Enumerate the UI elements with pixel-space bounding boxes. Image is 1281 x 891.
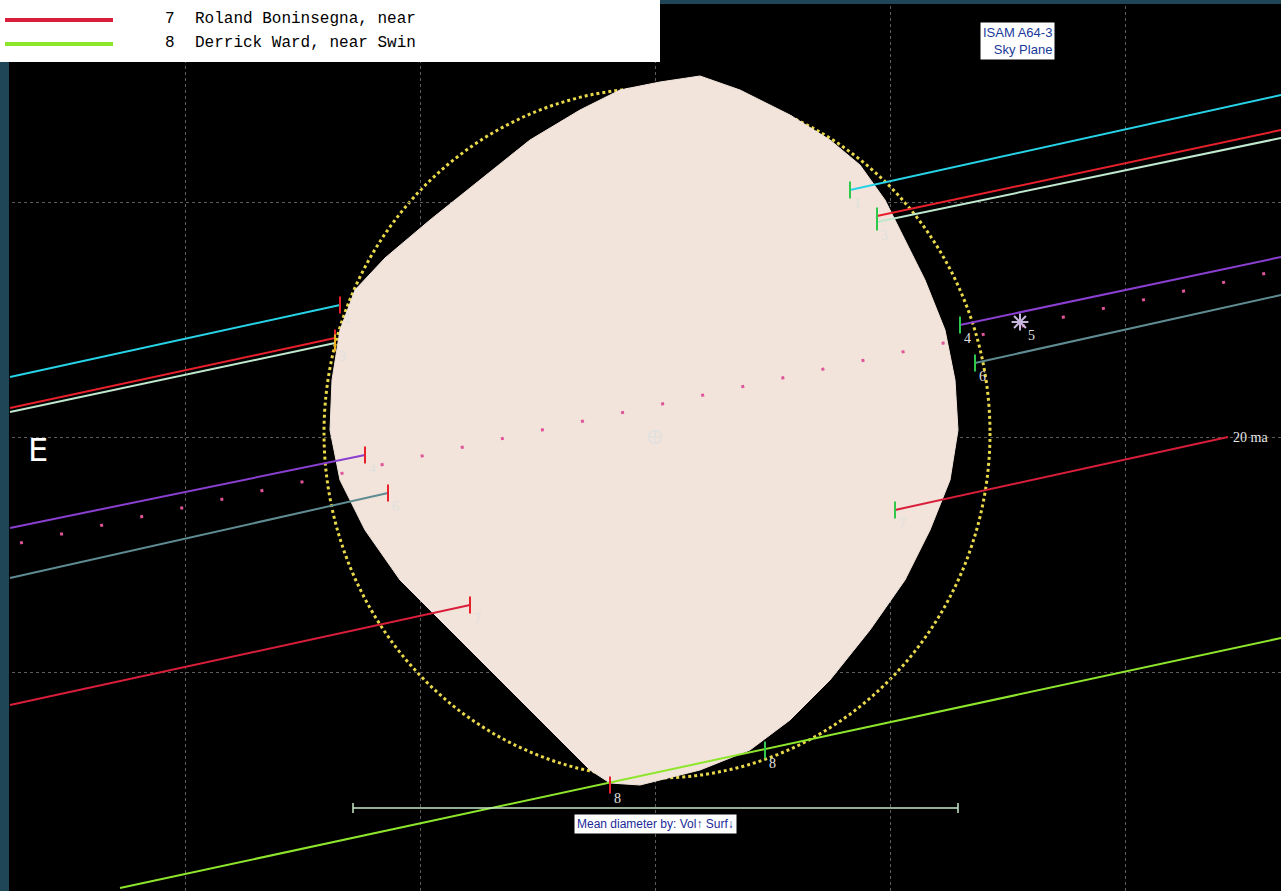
html-text:Roland Boninsegna, near: Roland Boninsegna, near <box>195 10 416 28</box>
svg-text:ISAM A64-3Sky Plane: ISAM A64-3Sky Plane <box>983 25 1052 57</box>
svg-text:1: 1 <box>854 196 861 211</box>
html-text:Derrick Ward, near Swin: Derrick Ward, near Swin <box>195 34 416 52</box>
svg-text:Mean diameter by: Vol↑ Surf↓: Mean diameter by: Vol↑ Surf↓ <box>577 817 734 831</box>
html-text:7: 7 <box>165 10 175 28</box>
svg-text:4: 4 <box>369 461 376 476</box>
svg-text:7: 7 <box>899 516 906 531</box>
svg-text:6: 6 <box>392 499 399 514</box>
svg-text:1: 1 <box>344 311 351 326</box>
svg-text:3: 3 <box>339 349 346 364</box>
svg-text:20 ma: 20 ma <box>1233 430 1268 445</box>
svg-text:6: 6 <box>979 369 986 384</box>
svg-text:7: 7 <box>474 611 481 626</box>
svg-text:8: 8 <box>614 791 621 806</box>
svg-text:5: 5 <box>1028 328 1035 343</box>
svg-text:4: 4 <box>964 331 971 346</box>
svg-text:8: 8 <box>769 756 776 771</box>
svg-text:E: E <box>28 431 48 469</box>
svg-text:3: 3 <box>881 228 888 243</box>
html-text:8: 8 <box>165 34 175 52</box>
